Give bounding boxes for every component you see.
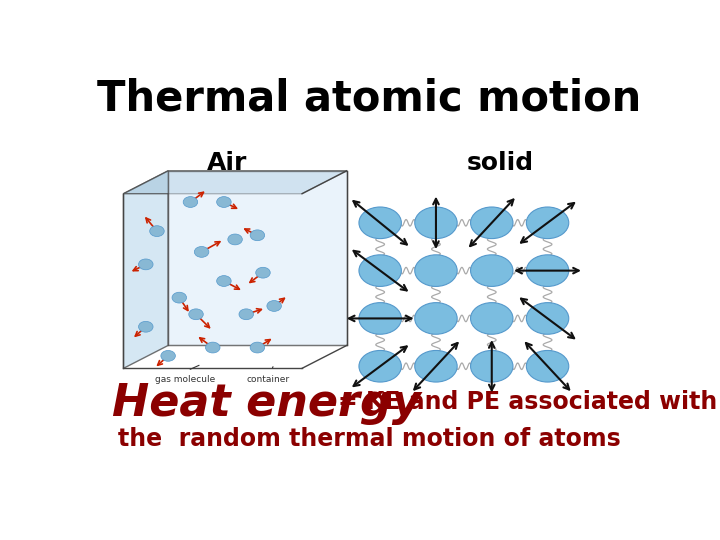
Text: the  random thermal motion of atoms: the random thermal motion of atoms (117, 427, 621, 451)
Circle shape (217, 197, 231, 207)
Circle shape (161, 350, 176, 361)
Circle shape (228, 234, 243, 245)
Text: gas molecule: gas molecule (155, 375, 215, 383)
Circle shape (471, 207, 513, 239)
Circle shape (359, 207, 401, 239)
Circle shape (194, 246, 209, 258)
Circle shape (138, 321, 153, 332)
Text: Air: Air (207, 151, 247, 174)
Circle shape (359, 350, 401, 382)
Polygon shape (168, 171, 347, 346)
Circle shape (250, 230, 265, 241)
Circle shape (471, 302, 513, 334)
Circle shape (256, 267, 270, 278)
Circle shape (471, 255, 513, 286)
Circle shape (526, 302, 569, 334)
Circle shape (150, 226, 164, 237)
Circle shape (172, 292, 186, 303)
Circle shape (359, 255, 401, 286)
Text: solid: solid (467, 151, 534, 174)
Text: container: container (247, 375, 290, 383)
Circle shape (189, 309, 203, 320)
Circle shape (526, 255, 569, 286)
Circle shape (138, 259, 153, 270)
Circle shape (183, 197, 198, 207)
Circle shape (415, 207, 457, 239)
Circle shape (359, 302, 401, 334)
Circle shape (250, 342, 265, 353)
Circle shape (217, 275, 231, 286)
Circle shape (415, 255, 457, 286)
Circle shape (526, 207, 569, 239)
Polygon shape (124, 171, 347, 194)
Polygon shape (124, 171, 168, 368)
Text: = KE and PE associated with: = KE and PE associated with (338, 390, 718, 414)
Circle shape (526, 350, 569, 382)
Circle shape (267, 301, 282, 312)
Circle shape (239, 309, 253, 320)
Text: Heat energy: Heat energy (112, 382, 421, 425)
Circle shape (471, 350, 513, 382)
Circle shape (415, 302, 457, 334)
Text: Thermal atomic motion: Thermal atomic motion (97, 77, 641, 119)
Circle shape (205, 342, 220, 353)
Circle shape (415, 350, 457, 382)
